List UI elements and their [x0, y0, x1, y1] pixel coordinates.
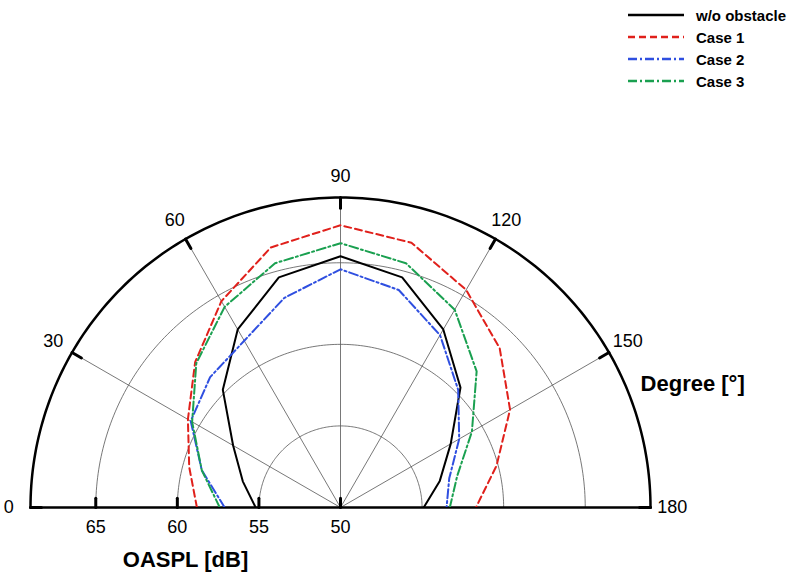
html-text:Case 2: Case 2	[696, 50, 745, 68]
svg-text:55: 55	[249, 517, 269, 537]
html-text:Case 1: Case 1	[696, 28, 745, 46]
svg-text:150: 150	[613, 331, 643, 351]
svg-text:180: 180	[657, 497, 687, 517]
svg-text:90: 90	[330, 166, 350, 186]
svg-text:OASPL [dB]: OASPL [dB]	[123, 547, 248, 572]
html-text:w/o obstacle: w/o obstacle	[696, 6, 786, 24]
svg-text:120: 120	[491, 210, 521, 230]
svg-text:60: 60	[167, 517, 187, 537]
html-text:Case 3: Case 3	[696, 72, 745, 90]
svg-text:Degree [°]: Degree [°]	[641, 371, 745, 396]
svg-text:50: 50	[330, 517, 350, 537]
svg-text:60: 60	[165, 210, 185, 230]
svg-text:30: 30	[43, 331, 63, 351]
svg-text:0: 0	[4, 497, 14, 517]
svg-text:65: 65	[86, 517, 106, 537]
